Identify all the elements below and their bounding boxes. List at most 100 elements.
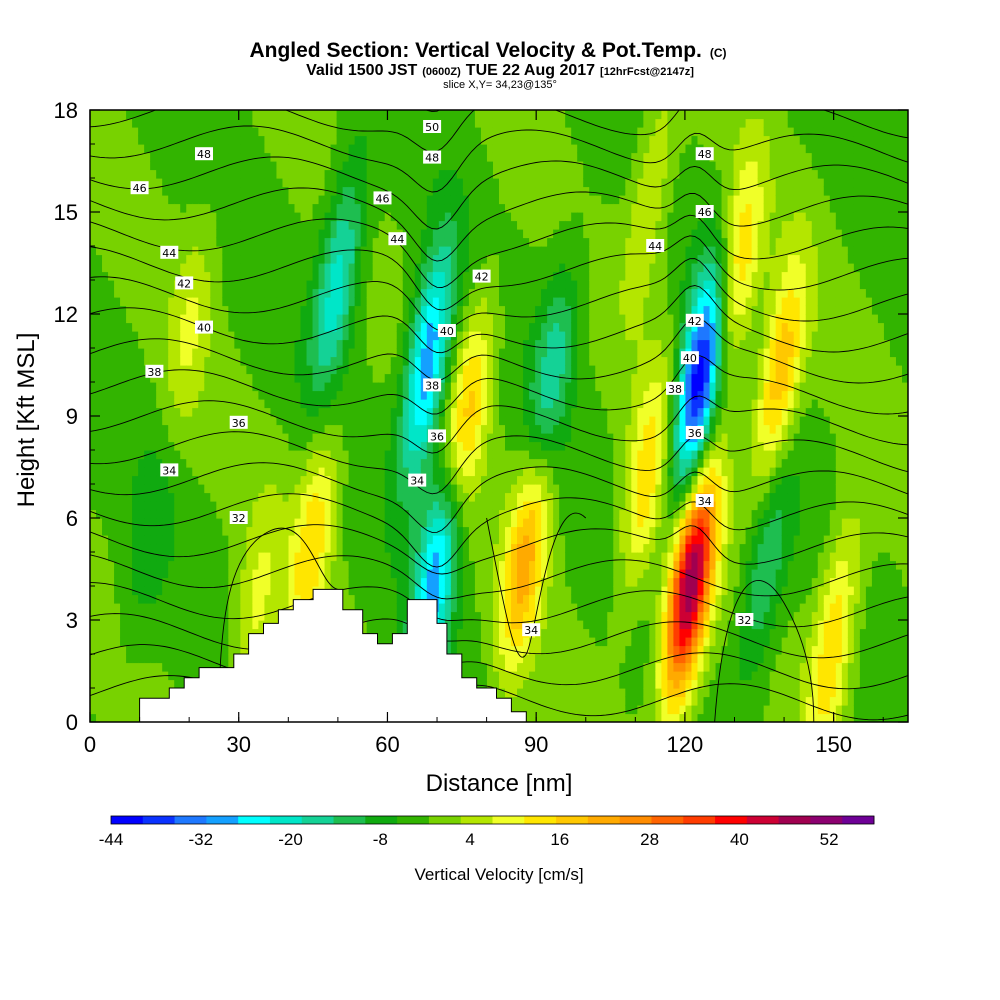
field-cell bbox=[168, 492, 175, 502]
field-cell bbox=[444, 220, 452, 230]
field-cell bbox=[228, 594, 235, 604]
field-cell bbox=[216, 509, 223, 519]
field-cell bbox=[468, 297, 476, 307]
field-cell bbox=[354, 212, 362, 222]
field-cell bbox=[492, 127, 500, 137]
field-cell bbox=[360, 526, 368, 536]
field-cell bbox=[144, 382, 151, 392]
field-cell bbox=[288, 237, 296, 247]
field-cell bbox=[162, 501, 169, 511]
field-cell bbox=[162, 186, 169, 196]
field-cell bbox=[282, 373, 290, 383]
field-cell bbox=[378, 220, 386, 230]
field-cell bbox=[234, 246, 241, 256]
field-cell bbox=[294, 169, 302, 179]
field-cell bbox=[144, 280, 151, 290]
field-cell bbox=[150, 645, 157, 655]
field-cell bbox=[90, 178, 97, 188]
field-cell bbox=[204, 535, 211, 545]
field-cell bbox=[366, 475, 374, 485]
field-cell bbox=[300, 552, 308, 562]
field-cell bbox=[126, 526, 133, 536]
field-cell bbox=[288, 195, 296, 205]
field-cell bbox=[474, 501, 482, 511]
field-cell bbox=[186, 543, 193, 553]
field-cell bbox=[348, 458, 356, 468]
field-cell bbox=[474, 237, 482, 247]
field-cell bbox=[192, 195, 199, 205]
field-cell bbox=[480, 560, 488, 570]
field-cell bbox=[174, 356, 181, 366]
field-cell bbox=[505, 552, 512, 562]
field-cell bbox=[234, 373, 241, 383]
field-cell bbox=[336, 365, 344, 375]
field-cell bbox=[114, 186, 121, 196]
field-cell bbox=[384, 237, 392, 247]
field-cell bbox=[120, 237, 127, 247]
field-cell bbox=[210, 501, 217, 511]
field-cell bbox=[499, 662, 506, 672]
field-cell bbox=[222, 339, 229, 349]
field-cell bbox=[222, 475, 229, 485]
field-cell bbox=[282, 501, 290, 511]
field-cell bbox=[499, 280, 506, 290]
field-cell bbox=[438, 458, 446, 468]
field-cell bbox=[342, 110, 350, 120]
field-cell bbox=[138, 110, 145, 120]
field-cell bbox=[252, 152, 260, 162]
field-cell bbox=[144, 586, 151, 596]
field-cell bbox=[468, 492, 476, 502]
field-cell bbox=[426, 526, 434, 536]
field-cell bbox=[210, 322, 217, 332]
field-cell bbox=[144, 339, 151, 349]
field-cell bbox=[408, 127, 416, 137]
field-cell bbox=[486, 637, 494, 647]
field-cell bbox=[264, 220, 272, 230]
field-cell bbox=[414, 594, 422, 604]
field-cell bbox=[408, 152, 416, 162]
field-cell bbox=[132, 322, 139, 332]
field-cell bbox=[414, 322, 422, 332]
field-cell bbox=[270, 356, 278, 366]
field-cell bbox=[480, 628, 488, 638]
field-cell bbox=[138, 356, 145, 366]
field-cell bbox=[396, 569, 404, 579]
field-cell bbox=[456, 297, 464, 307]
field-cell bbox=[444, 373, 452, 383]
field-cell bbox=[336, 458, 344, 468]
field-cell bbox=[312, 543, 320, 553]
field-cell bbox=[342, 594, 350, 604]
field-cell bbox=[204, 169, 211, 179]
field-cell bbox=[342, 161, 350, 171]
field-cell bbox=[354, 543, 362, 553]
field-cell bbox=[258, 331, 266, 341]
field-cell bbox=[258, 603, 266, 613]
field-cell bbox=[258, 535, 266, 545]
field-cell bbox=[414, 526, 422, 536]
field-cell bbox=[156, 688, 163, 698]
field-cell bbox=[246, 569, 253, 579]
field-cell bbox=[234, 331, 241, 341]
field-cell bbox=[246, 424, 253, 434]
field-cell bbox=[234, 569, 241, 579]
field-cell bbox=[408, 297, 416, 307]
field-cell bbox=[156, 662, 163, 672]
field-cell bbox=[114, 671, 121, 681]
field-cell bbox=[354, 297, 362, 307]
field-cell bbox=[180, 348, 187, 358]
field-cell bbox=[486, 450, 494, 460]
field-cell bbox=[144, 288, 151, 298]
field-cell bbox=[474, 186, 482, 196]
field-cell bbox=[420, 178, 428, 188]
field-cell bbox=[228, 560, 235, 570]
field-cell bbox=[438, 229, 446, 239]
field-cell bbox=[222, 135, 229, 145]
field-cell bbox=[204, 484, 211, 494]
field-cell bbox=[294, 399, 302, 409]
field-cell bbox=[468, 450, 476, 460]
field-cell bbox=[462, 178, 470, 188]
field-cell bbox=[378, 458, 386, 468]
field-cell bbox=[480, 535, 488, 545]
field-cell bbox=[276, 220, 284, 230]
field-cell bbox=[132, 144, 139, 154]
